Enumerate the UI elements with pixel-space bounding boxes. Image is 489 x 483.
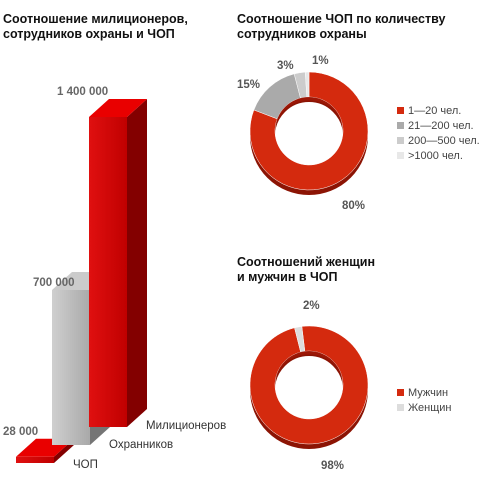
bar-top: [89, 99, 147, 117]
donut-slice: [249, 71, 369, 191]
bar: [16, 456, 54, 463]
bar-category-label: Охранников: [109, 439, 173, 451]
bar-value-label: 700 000: [33, 277, 75, 289]
legend-swatch: [397, 122, 404, 129]
donut2-title-line1: Соотношений женщин: [237, 255, 376, 269]
legend-swatch: [397, 137, 404, 144]
legend-item: Женщин: [397, 401, 451, 416]
donut2-title-line2: и мужчин в ЧОП: [237, 270, 338, 284]
legend-item: >1000 чел.: [397, 149, 480, 164]
donut-percent-label: 98%: [321, 460, 344, 472]
legend-swatch: [397, 107, 404, 114]
bar-chart-title: Соотношение милиционеров, сотрудников ох…: [3, 12, 233, 42]
legend-item: 21—200 чел.: [397, 119, 480, 134]
legend-swatch: [397, 389, 404, 396]
legend-item: 200—500 чел.: [397, 134, 480, 149]
donut-percent-label: 3%: [277, 60, 294, 72]
donut1-title-line2: сотрудников охраны: [237, 27, 367, 41]
donut1-legend: 1—20 чел. 21—200 чел. 200—500 чел. >1000 че…: [397, 104, 480, 164]
bar-chart: 28 000 700 000 1 400 000 ЧОП Охранников Милиц…: [3, 86, 226, 471]
legend-swatch: [397, 404, 404, 411]
bar-chart-title-line2: сотрудников охраны и ЧОП: [3, 27, 175, 41]
legend-swatch: [397, 152, 404, 159]
donut-percent-label: 15%: [237, 79, 260, 91]
legend-item: 1—20 чел.: [397, 104, 480, 119]
donut2-legend: Мужчин Женщин: [397, 386, 451, 416]
donut1-title-line1: Соотношение ЧОП по количеству: [237, 12, 446, 26]
donut-chart-gender: 98% 2%: [249, 300, 369, 472]
donut-percent-label: 1%: [312, 55, 329, 67]
legend-label: Мужчин: [408, 387, 449, 399]
donut-slice: [253, 73, 301, 120]
legend-item: Мужчин: [397, 386, 451, 401]
legend-label: Женщин: [408, 402, 452, 414]
donut1-title: Соотношение ЧОП по количеству сотруднико…: [237, 12, 487, 42]
donut-slice: [249, 325, 369, 445]
bar-side: [127, 99, 147, 427]
bar-category-label: Милиционеров: [146, 420, 226, 432]
legend-label: 1—20 чел.: [408, 105, 462, 117]
donut-chart-company-size: 80% 15% 3% 1%: [237, 55, 369, 212]
legend-label: >1000 чел.: [408, 150, 463, 162]
legend-label: 200—500 чел.: [408, 135, 480, 147]
bar: [52, 290, 90, 445]
bar-value-label: 28 000: [3, 426, 38, 438]
bar-chart-title-line1: Соотношение милиционеров,: [3, 12, 188, 26]
donut-percent-label: 80%: [342, 200, 365, 212]
bar: [89, 117, 127, 427]
legend-label: 21—200 чел.: [408, 120, 474, 132]
donut-percent-label: 2%: [303, 300, 320, 312]
donut2-title: Соотношений женщин и мужчин в ЧОП: [237, 255, 487, 285]
bar-category-label: ЧОП: [73, 459, 98, 471]
bar-value-label: 1 400 000: [57, 86, 108, 98]
